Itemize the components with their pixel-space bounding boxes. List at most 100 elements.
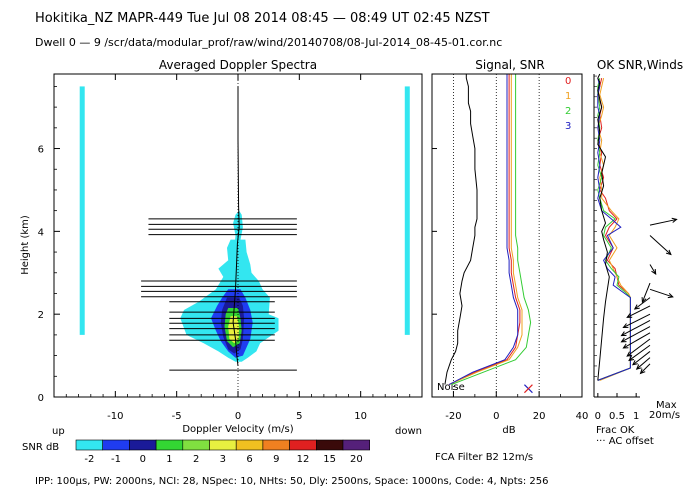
wind-arrow-1 [649,235,672,255]
colorbar-tick-label-3: 1 [166,454,172,465]
doppler-up-label: up [52,426,65,437]
colorbar-swatch-5 [209,439,237,451]
colorbar-label: SNR dB [22,442,59,453]
doppler-down-label: down [395,426,422,437]
wind-arrowhead-12 [628,355,635,362]
colorbar-swatch-9 [315,439,344,451]
footer-params: IPP: 100μs, PW: 2000ns, NCI: 28, NSpec: … [35,476,548,487]
doppler-panel: Averaged Doppler Spectra Doppler Velocit… [20,58,423,465]
colorbar-tick-label-7: 9 [273,454,279,465]
wind-arrow-10 [623,332,651,349]
colorbar-swatch-1 [102,439,130,451]
wind-arrowhead-6 [626,312,633,318]
max-label: Max [656,400,677,411]
colorbar-tick-label-6: 6 [246,454,252,465]
doppler-y-tick-label: 2 [38,310,44,321]
signal-frame [431,73,583,398]
wind-arrowhead-0 [671,217,678,223]
colorbar-swatch-8 [289,439,317,451]
wind-arrow-12 [628,344,651,361]
colorbar-tick-label-10: 20 [350,454,363,465]
colorbar-tick-label-2: 0 [140,454,146,465]
wind-arrow-0 [649,218,677,226]
wind-arrowhead-7 [622,323,629,329]
wind-arrowhead-1 [665,249,672,256]
wind-arrow-9 [621,326,651,343]
colorbar-tick-label-9: 15 [323,454,336,465]
colorbar-swatch-4 [182,439,210,451]
winds-x-tick-label: 0.5 [609,411,625,422]
wind-arrowhead-11 [626,351,633,357]
colorbar-tick-label-8: 12 [297,454,310,465]
winds-panel: OK SNR,Winds Frac OK ··· AC offset Max 2… [565,58,683,447]
wind-arrowhead-15 [639,368,646,375]
max-value: 20m/s [649,410,680,421]
ac-offset-label: ··· AC offset [596,436,654,447]
signal-x-marker [524,384,533,394]
wind-arrow-6 [626,305,651,318]
signal-x-tick-label: 0 [493,411,499,422]
signal-x-label: dB [502,425,515,436]
fca-filter-label: FCA Filter B2 12m/s [435,452,533,463]
winds-x-tick-label: 0 [595,411,601,422]
doppler-y-tick-label: 4 [38,227,44,238]
header-title-line: Hokitika_NZ MAPR-449 Tue Jul 08 2014 08:… [35,11,490,26]
wind-arrow-8 [621,319,651,337]
colorbar-swatch-6 [235,439,264,451]
doppler-x-label: Doppler Velocity (m/s) [182,424,293,435]
wind-arrow-15 [640,363,651,374]
wind-arrowhead-4 [667,293,674,299]
wind-arrowhead-5 [633,304,640,310]
header-file-line: Dwell 0 — 9 /scr/data/modular_prof/raw/w… [35,36,502,49]
colorbar-tick-label-5: 3 [220,454,226,465]
winds-x-tick-label: 1 [633,411,639,422]
winds-plot-area: 0 0.5 1 [593,73,678,422]
wind-arrow-7 [623,313,651,328]
colorbar-tick-label-1: -1 [111,454,121,465]
noise-label: Noise [437,382,465,393]
winds-title: OK SNR,Winds [597,58,683,72]
colorbar-swatch-10 [342,439,371,451]
wind-arrow-2 [649,264,657,275]
doppler-y-tick-label: 6 [38,145,44,156]
spectral-peak-trace [232,86,240,366]
signal-series-snr_2 [451,74,532,386]
legend-series-1: 1 [565,91,571,102]
signal-title: Signal, SNR [475,58,544,72]
colorbar-swatch-2 [129,439,157,451]
doppler-y-tick-label: 0 [38,393,44,404]
signal-series-snr_1 [448,74,523,386]
wind-arrow-13 [632,351,651,366]
wind-arrow-4 [649,288,673,298]
clutter-strip-1 [404,86,410,335]
colorbar-tick-label-0: -2 [84,454,94,465]
signal-plot-area: -20 0 20 40 [431,73,588,422]
clutter-strip-0 [79,86,85,335]
colorbar-swatch-0 [75,439,104,451]
winds-series-ac_offset [597,73,610,381]
doppler-title: Averaged Doppler Spectra [159,58,317,72]
signal-panel: Signal, SNR dB Noise -20 0 20 40 [431,58,588,436]
wind-arrowhead-14 [635,364,642,370]
doppler-x-tick-label: -10 [107,411,123,422]
wind-arrowhead-10 [622,343,629,349]
legend-series-2: 2 [565,106,571,117]
legend-series-0: 0 [565,76,571,87]
wind-arrow-14 [636,357,651,370]
wind-arrowhead-8 [620,331,627,337]
legend-series-3: 3 [565,121,571,132]
doppler-y-label: Height (km) [20,215,31,275]
signal-x-tick-label: 20 [533,411,546,422]
wind-arrow-11 [626,338,651,357]
signal-series-snr_0 [448,74,521,386]
wind-arrowhead-9 [620,337,627,343]
doppler-x-tick-label: 10 [354,411,367,422]
signal-series-signal [444,74,478,385]
wind-arrowhead-13 [631,360,638,366]
wind-arrow-5 [634,297,651,310]
wind-arrow-3 [641,282,651,303]
frac-ok-label: Frac OK [596,425,635,436]
